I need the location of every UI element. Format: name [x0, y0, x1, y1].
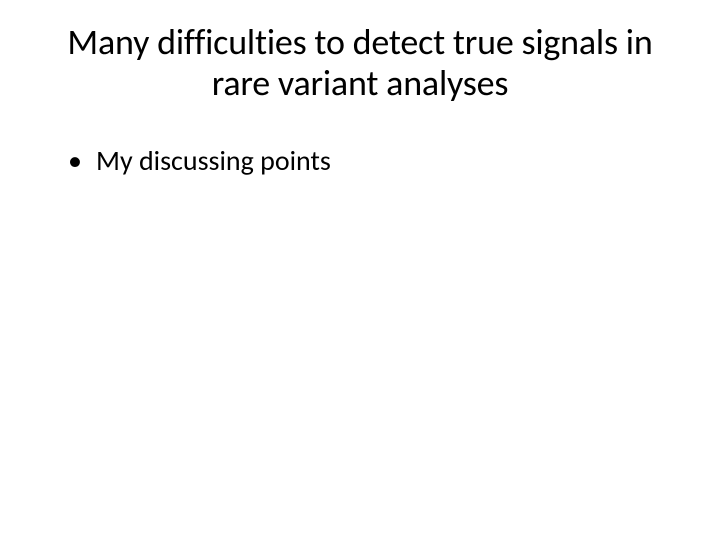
slide-title: Many difficulties to detect true signals… — [48, 22, 672, 105]
slide-body: My discussing points — [48, 143, 672, 179]
bullet-list: My discussing points — [68, 143, 672, 179]
bullet-item: My discussing points — [68, 143, 672, 179]
slide-container: Many difficulties to detect true signals… — [0, 0, 720, 540]
